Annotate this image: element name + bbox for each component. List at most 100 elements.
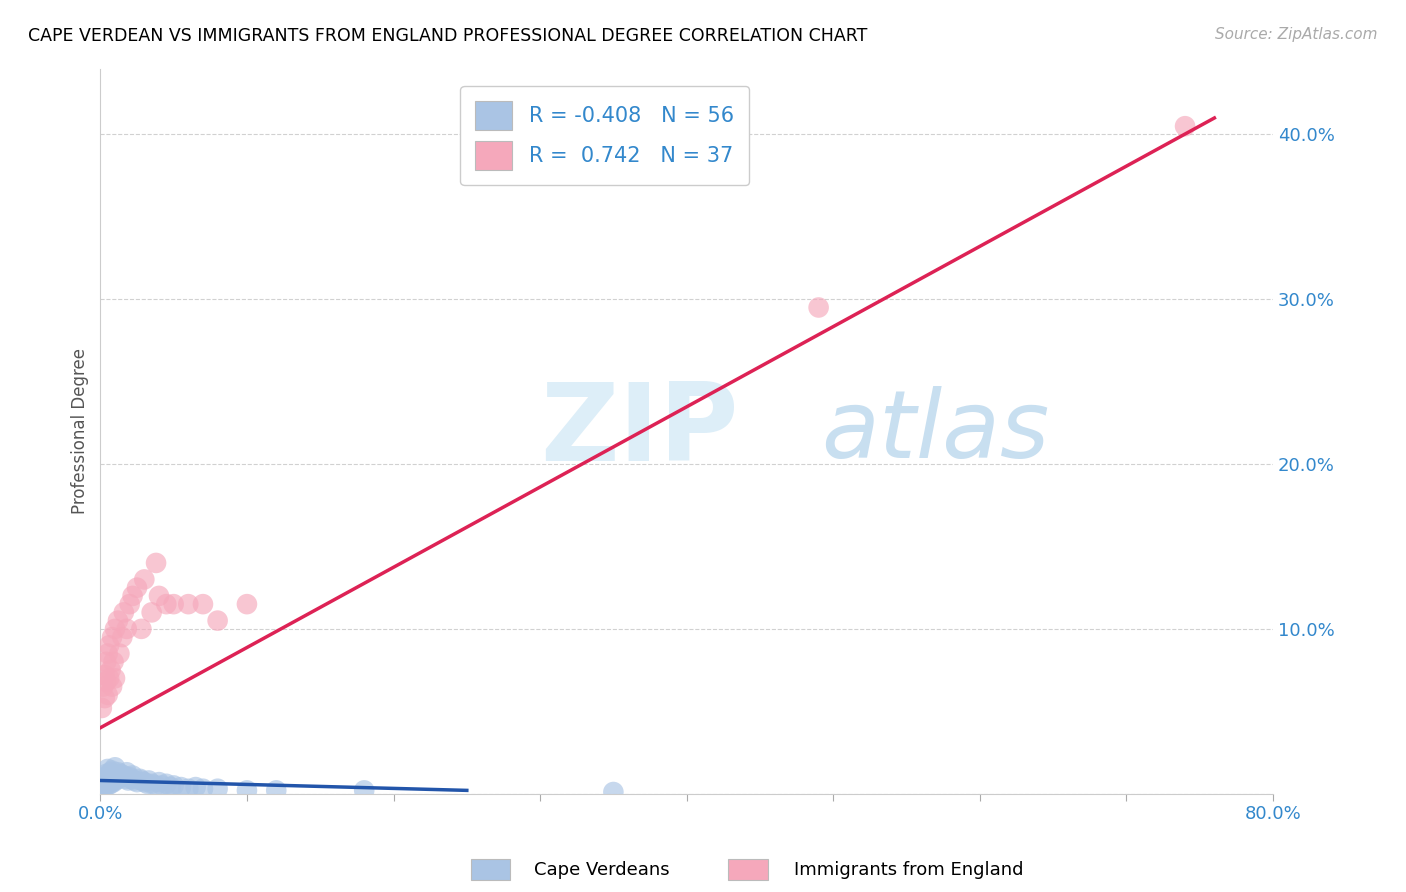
Point <box>104 773 127 788</box>
Point <box>107 772 129 786</box>
Point <box>121 589 143 603</box>
Point <box>104 622 127 636</box>
Point <box>96 674 118 689</box>
Point <box>101 630 124 644</box>
Point <box>90 701 112 715</box>
Point <box>112 606 135 620</box>
Point <box>177 597 200 611</box>
Point <box>96 655 118 669</box>
Point <box>159 780 181 794</box>
Point <box>114 772 136 786</box>
Point <box>97 762 120 776</box>
Point <box>807 301 830 315</box>
Point <box>155 597 177 611</box>
Point <box>97 772 120 786</box>
Point <box>353 783 375 797</box>
Point <box>94 691 117 706</box>
Point <box>96 777 118 791</box>
Point <box>134 573 156 587</box>
Point <box>148 589 170 603</box>
Text: Cape Verdeans: Cape Verdeans <box>534 861 669 879</box>
Point <box>1174 119 1197 133</box>
Point <box>98 768 121 782</box>
Point <box>96 767 118 781</box>
Point <box>122 773 145 788</box>
Point <box>91 777 114 791</box>
Point <box>120 772 142 786</box>
Text: Source: ZipAtlas.com: Source: ZipAtlas.com <box>1215 27 1378 42</box>
Point <box>103 775 125 789</box>
Text: ZIP: ZIP <box>540 378 738 484</box>
Point <box>170 780 193 794</box>
Legend: R = -0.408   N = 56, R =  0.742   N = 37: R = -0.408 N = 56, R = 0.742 N = 37 <box>460 87 749 185</box>
Point <box>191 781 214 796</box>
Point <box>97 688 120 702</box>
Point <box>94 780 117 794</box>
Point <box>91 680 114 694</box>
Point <box>177 781 200 796</box>
Point <box>121 768 143 782</box>
Point <box>141 606 163 620</box>
Point <box>107 614 129 628</box>
Point <box>110 767 132 781</box>
Point <box>148 775 170 789</box>
Point <box>108 647 131 661</box>
Point <box>131 773 153 788</box>
Point <box>141 777 163 791</box>
Point <box>97 779 120 793</box>
Point <box>125 581 148 595</box>
Point <box>104 671 127 685</box>
Point <box>118 770 141 784</box>
Point <box>134 775 156 789</box>
Point <box>94 668 117 682</box>
Point <box>150 779 173 793</box>
Point <box>207 781 229 796</box>
Point <box>112 768 135 782</box>
Point <box>117 773 139 788</box>
Text: CAPE VERDEAN VS IMMIGRANTS FROM ENGLAND PROFESSIONAL DEGREE CORRELATION CHART: CAPE VERDEAN VS IMMIGRANTS FROM ENGLAND … <box>28 27 868 45</box>
Point <box>138 773 160 788</box>
Point <box>155 777 177 791</box>
Point <box>184 780 207 794</box>
Point <box>103 655 125 669</box>
Point <box>98 638 121 652</box>
Point <box>91 770 114 784</box>
Point <box>108 768 131 782</box>
Point <box>100 663 122 677</box>
Point <box>103 770 125 784</box>
Point <box>136 777 159 791</box>
Point <box>115 765 138 780</box>
Point <box>105 770 128 784</box>
Point <box>264 783 287 797</box>
Point <box>163 597 186 611</box>
Point <box>163 779 186 793</box>
Point <box>100 777 122 791</box>
Point <box>118 597 141 611</box>
Point <box>107 765 129 780</box>
Point <box>94 773 117 788</box>
Point <box>125 775 148 789</box>
Point <box>207 614 229 628</box>
Point <box>145 779 167 793</box>
Point <box>236 783 259 797</box>
Point <box>111 630 134 644</box>
Point <box>98 775 121 789</box>
Point <box>101 764 124 778</box>
Point <box>236 597 259 611</box>
Point <box>101 680 124 694</box>
Point <box>100 765 122 780</box>
Point <box>191 597 214 611</box>
Point <box>104 760 127 774</box>
Point <box>131 622 153 636</box>
Point <box>90 779 112 793</box>
Text: atlas: atlas <box>821 385 1050 476</box>
Point <box>97 647 120 661</box>
Y-axis label: Professional Degree: Professional Degree <box>72 348 89 514</box>
Text: Immigrants from England: Immigrants from England <box>794 861 1024 879</box>
Point <box>115 622 138 636</box>
Point <box>101 773 124 788</box>
Point <box>129 772 152 786</box>
Point <box>98 671 121 685</box>
Point <box>602 785 624 799</box>
Point <box>145 556 167 570</box>
